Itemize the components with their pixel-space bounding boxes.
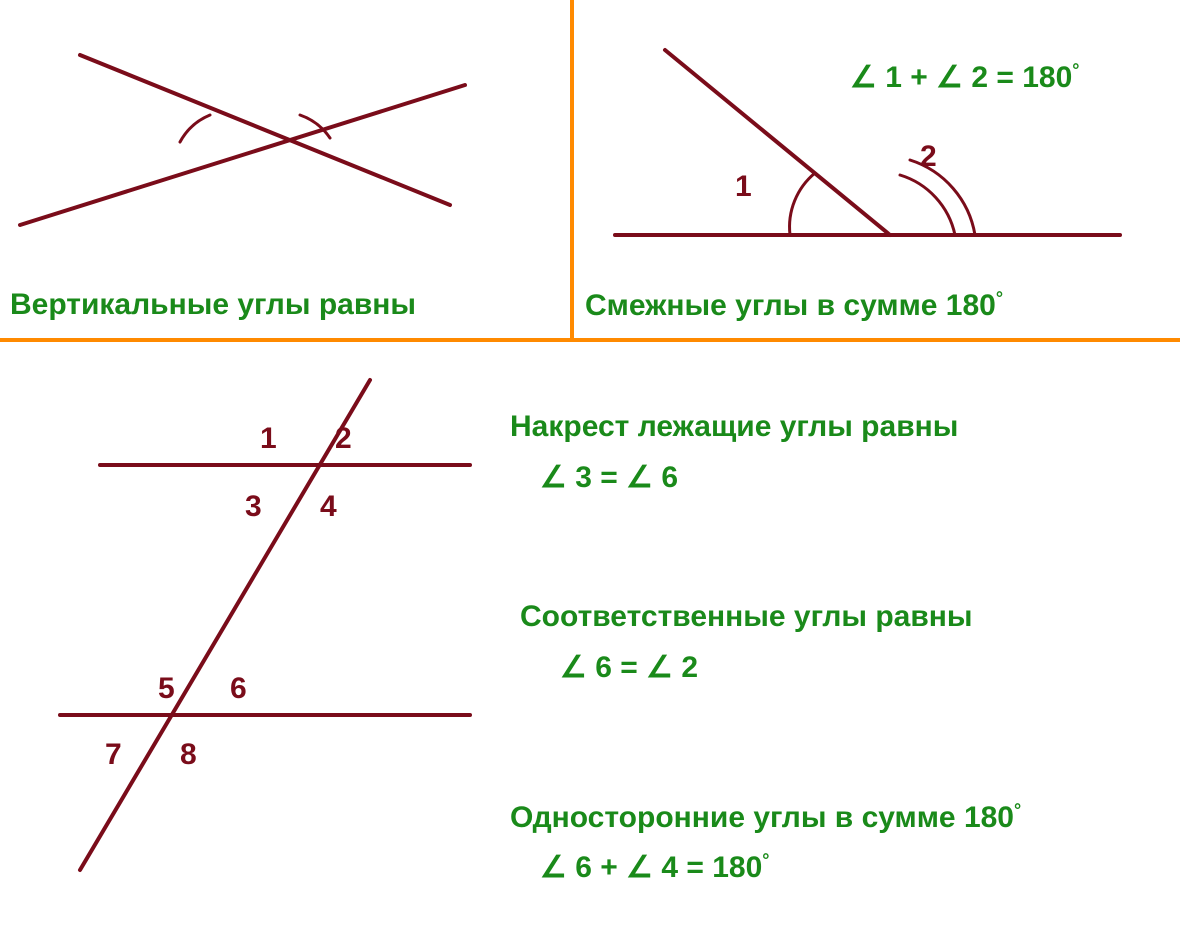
rule-title: Односторонние углы в сумме 180° xyxy=(510,800,1021,835)
angle-number: 5 xyxy=(158,672,175,706)
rule-equation: ∠ 6 = ∠ 2 xyxy=(560,650,698,685)
angle-number: 4 xyxy=(320,490,337,524)
angle-number: 2 xyxy=(920,140,937,174)
angle-number: 8 xyxy=(180,738,197,772)
angle-number: 6 xyxy=(230,672,247,706)
angle-number: 2 xyxy=(335,422,352,456)
rule-title: Соответственные углы равны xyxy=(520,600,973,634)
angle-number: 3 xyxy=(245,490,262,524)
angle-number: 1 xyxy=(735,170,752,204)
rule-title: Накрест лежащие углы равны xyxy=(510,410,958,444)
rule-equation: ∠ 6 + ∠ 4 = 180° xyxy=(540,850,769,885)
rule-equation: ∠ 3 = ∠ 6 xyxy=(540,460,678,495)
angle-number: 1 xyxy=(260,422,277,456)
angle-number: 7 xyxy=(105,738,122,772)
